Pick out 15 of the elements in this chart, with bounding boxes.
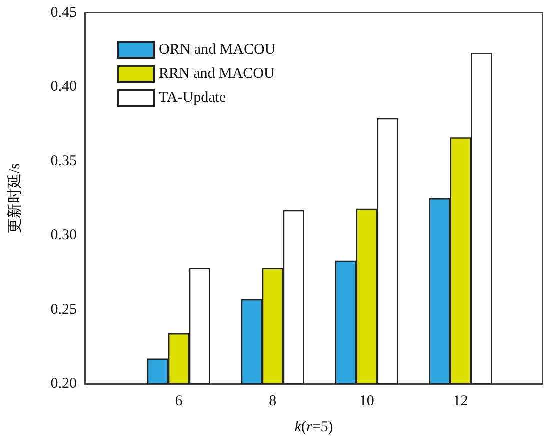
y-tick-label: 0.30: [50, 228, 77, 244]
legend-label: ORN and MACOU: [159, 42, 276, 58]
x-tick-label: 12: [453, 394, 468, 410]
x-tick-label: 6: [175, 394, 184, 410]
x-tick-label: 8: [269, 394, 277, 410]
y-tick-label: 0.45: [50, 5, 77, 21]
x-axis-title: k(r=5): [294, 420, 334, 436]
x-tick-label: 10: [359, 394, 374, 410]
legend-label: RRN and MACOU: [159, 66, 276, 82]
y-tick-label: 0.20: [50, 376, 77, 392]
y-axis-title: 更新时延/s: [6, 163, 24, 234]
y-tick-label: 0.35: [50, 153, 77, 170]
legend-label: TA-Update: [159, 90, 226, 106]
y-tick-label: 0.25: [50, 302, 77, 318]
y-tick-label: 0.40: [50, 79, 77, 96]
